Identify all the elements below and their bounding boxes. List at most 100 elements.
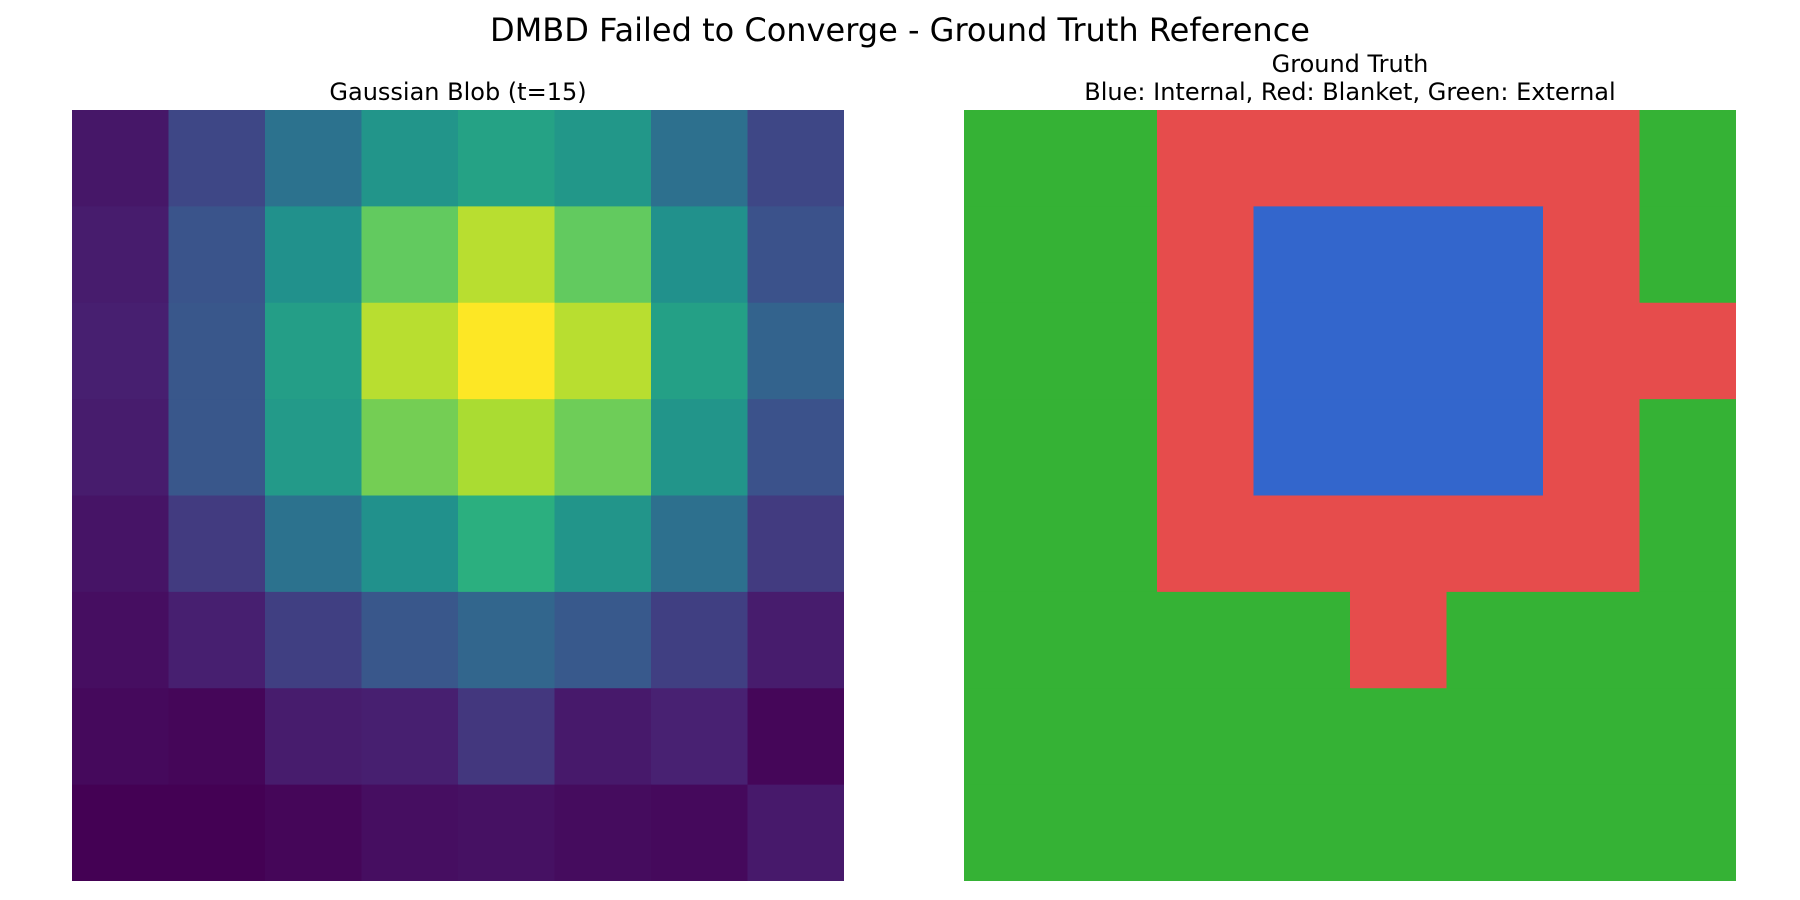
blob-cell-r3-c1 [169,399,266,496]
ground-truth-cell-r5-c4 [1350,592,1447,689]
gaussian-blob-panel: Gaussian Blob (t=15) [72,0,844,900]
ground-truth-cell-r0-c5 [1447,110,1544,207]
blob-cell-r2-c5 [555,303,652,400]
ground-truth-cell-r6-c2 [1157,688,1254,785]
blob-cell-r4-c6 [651,496,748,593]
ground-truth-cell-r3-c5 [1447,399,1544,496]
blob-cell-r5-c6 [651,592,748,689]
blob-cell-r1-c3 [362,206,459,303]
blob-cell-r5-c2 [265,592,362,689]
blob-cell-r0-c3 [362,110,459,207]
ground-truth-cell-r0-c4 [1350,110,1447,207]
ground-truth-cell-r4-c7 [1640,496,1737,593]
ground-truth-cell-r5-c7 [1640,592,1737,689]
ground-truth-cell-r3-c2 [1157,399,1254,496]
blob-cell-r3-c7 [748,399,845,496]
blob-cell-r2-c6 [651,303,748,400]
ground-truth-cell-r2-c3 [1254,303,1351,400]
ground-truth-cell-r7-c5 [1447,785,1544,881]
blob-cell-r2-c0 [72,303,169,400]
ground-truth-cell-r1-c1 [1061,206,1158,303]
blob-cell-r2-c3 [362,303,459,400]
ground-truth-cell-r7-c0 [964,785,1061,881]
blob-cell-r6-c0 [72,688,169,785]
ground-truth-cell-r7-c6 [1543,785,1640,881]
blob-cell-r0-c7 [748,110,845,207]
ground-truth-cell-r3-c7 [1640,399,1737,496]
ground-truth-cell-r1-c2 [1157,206,1254,303]
blob-cell-r4-c3 [362,496,459,593]
ground-truth-cell-r0-c0 [964,110,1061,207]
ground-truth-cell-r4-c5 [1447,496,1544,593]
blob-cell-r6-c5 [555,688,652,785]
ground-truth-cell-r1-c0 [964,206,1061,303]
blob-cell-r1-c0 [72,206,169,303]
blob-cell-r7-c2 [265,785,362,881]
ground-truth-cell-r7-c1 [1061,785,1158,881]
ground-truth-cell-r4-c3 [1254,496,1351,593]
ground-truth-cell-r4-c0 [964,496,1061,593]
ground-truth-cell-r4-c4 [1350,496,1447,593]
ground-truth-cell-r2-c5 [1447,303,1544,400]
blob-cell-r3-c3 [362,399,459,496]
blob-cell-r1-c7 [748,206,845,303]
ground-truth-cell-r2-c0 [964,303,1061,400]
blob-cell-r5-c5 [555,592,652,689]
ground-truth-cell-r1-c4 [1350,206,1447,303]
blob-cell-r5-c7 [748,592,845,689]
blob-cell-r3-c4 [458,399,555,496]
ground-truth-title: Ground Truth Blue: Internal, Red: Blanke… [864,50,1800,106]
blob-cell-r6-c6 [651,688,748,785]
blob-cell-r6-c7 [748,688,845,785]
ground-truth-cell-r2-c6 [1543,303,1640,400]
blob-cell-r3-c0 [72,399,169,496]
ground-truth-cell-r0-c2 [1157,110,1254,207]
ground-truth-cell-r7-c3 [1254,785,1351,881]
blob-cell-r3-c5 [555,399,652,496]
blob-cell-r7-c6 [651,785,748,881]
blob-cell-r4-c4 [458,496,555,593]
ground-truth-cell-r6-c0 [964,688,1061,785]
ground-truth-cell-r5-c5 [1447,592,1544,689]
ground-truth-cell-r3-c4 [1350,399,1447,496]
blob-cell-r0-c6 [651,110,748,207]
blob-cell-r7-c5 [555,785,652,881]
ground-truth-heatmap [964,110,1736,881]
blob-cell-r7-c4 [458,785,555,881]
blob-cell-r5-c3 [362,592,459,689]
blob-cell-r1-c2 [265,206,362,303]
blob-cell-r1-c4 [458,206,555,303]
blob-cell-r1-c6 [651,206,748,303]
ground-truth-cell-r2-c2 [1157,303,1254,400]
ground-truth-cell-r6-c5 [1447,688,1544,785]
blob-cell-r7-c0 [72,785,169,881]
blob-cell-r4-c0 [72,496,169,593]
gaussian-blob-title: Gaussian Blob (t=15) [0,78,944,106]
ground-truth-cell-r5-c1 [1061,592,1158,689]
ground-truth-cell-r1-c7 [1640,206,1737,303]
ground-truth-cell-r2-c1 [1061,303,1158,400]
blob-cell-r5-c4 [458,592,555,689]
blob-cell-r3-c2 [265,399,362,496]
ground-truth-cell-r6-c7 [1640,688,1737,785]
blob-cell-r6-c4 [458,688,555,785]
blob-cell-r3-c6 [651,399,748,496]
blob-cell-r5-c0 [72,592,169,689]
ground-truth-cell-r6-c1 [1061,688,1158,785]
blob-cell-r7-c3 [362,785,459,881]
ground-truth-cell-r6-c3 [1254,688,1351,785]
ground-truth-cell-r6-c4 [1350,688,1447,785]
ground-truth-cell-r5-c2 [1157,592,1254,689]
blob-cell-r6-c3 [362,688,459,785]
ground-truth-cell-r4-c6 [1543,496,1640,593]
ground-truth-cell-r0-c7 [1640,110,1737,207]
blob-cell-r0-c2 [265,110,362,207]
blob-cell-r0-c4 [458,110,555,207]
ground-truth-cell-r6-c6 [1543,688,1640,785]
ground-truth-subtitle: Blue: Internal, Red: Blanket, Green: Ext… [864,78,1800,106]
ground-truth-cell-r7-c2 [1157,785,1254,881]
ground-truth-cell-r2-c7 [1640,303,1737,400]
blob-cell-r1-c5 [555,206,652,303]
ground-truth-cell-r3-c0 [964,399,1061,496]
gaussian-blob-heatmap [72,110,844,881]
